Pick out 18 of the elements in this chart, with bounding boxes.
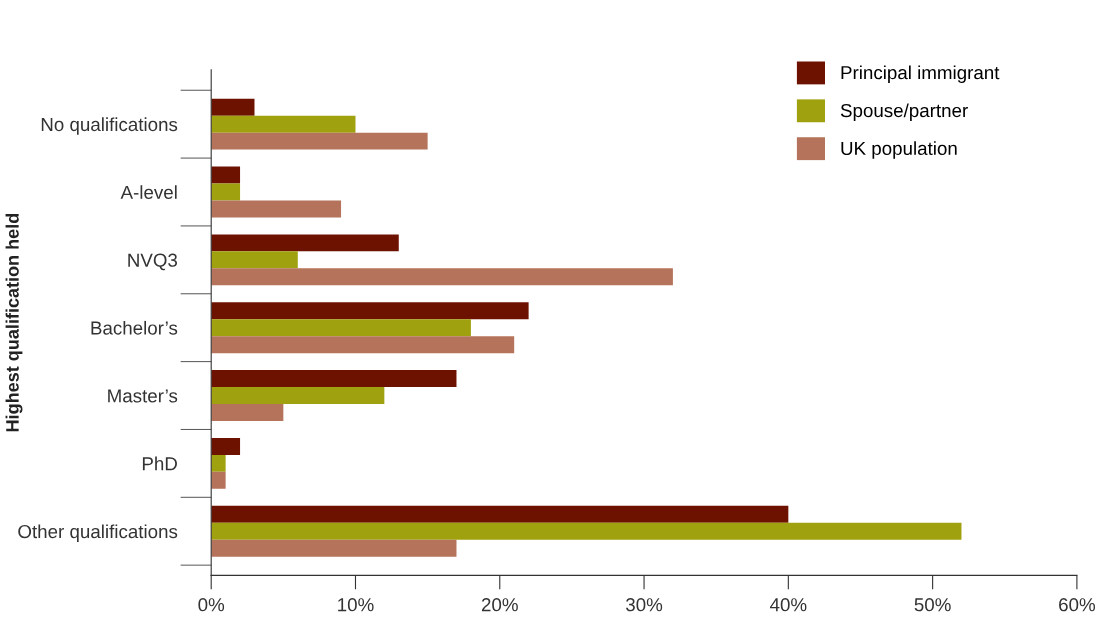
y-tick-label: Bachelor’s bbox=[91, 320, 178, 335]
y-tick-label: NVQ3 bbox=[128, 253, 178, 271]
x-tick-label: 50% bbox=[914, 598, 951, 612]
x-tick-label: 0% bbox=[198, 598, 225, 612]
legend-label: UK population bbox=[841, 141, 957, 159]
y-tick-label: A-level bbox=[120, 185, 177, 199]
y-tick-label: PhD bbox=[142, 456, 177, 471]
x-tick-label: 30% bbox=[626, 598, 663, 612]
y-tick-label: No qualifications bbox=[41, 117, 178, 135]
y-axis-title: Highest qualification held bbox=[5, 213, 23, 432]
legend-label: Principal immigrant bbox=[841, 65, 1000, 84]
x-tick-label: 40% bbox=[770, 598, 807, 612]
x-tick-label: 60% bbox=[1059, 598, 1095, 612]
legend-label: Spouse/partner bbox=[840, 103, 968, 121]
y-tick-label: Other qualifications bbox=[18, 524, 178, 542]
x-tick-label: 10% bbox=[338, 598, 374, 612]
x-tick-label: 20% bbox=[481, 598, 518, 612]
y-tick-label: Master’s bbox=[108, 389, 178, 403]
